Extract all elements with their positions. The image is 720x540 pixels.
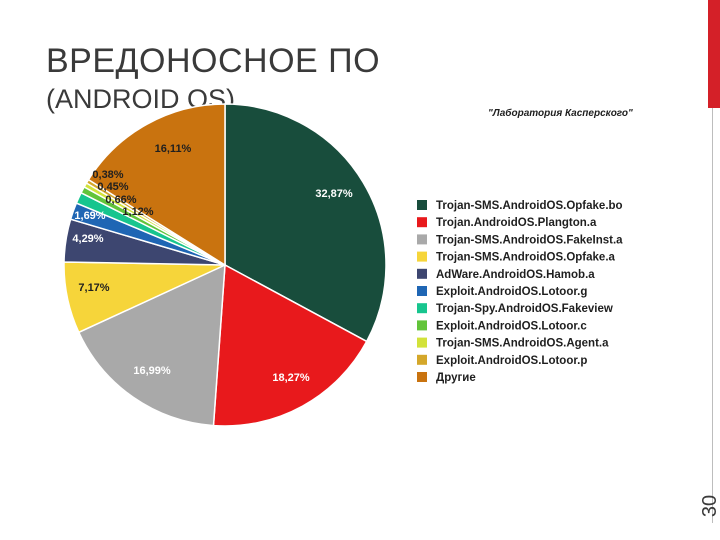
legend-swatch [417,320,427,331]
slice-data-label: 1,69% [74,210,105,222]
slice-data-label: 7,17% [78,282,109,294]
slice-data-label: 16,11% [155,143,192,155]
pie-slice [212,263,368,427]
slice-data-label: 18,27% [272,372,310,384]
legend-swatch [417,337,427,348]
legend-entry: Trojan.AndroidOS.Plangton.a [436,217,597,229]
legend-entry: Exploit.AndroidOS.Lotoor.c [436,320,587,332]
legend-swatch [417,217,427,228]
slice-data-label: 1,12% [122,206,153,218]
pie-slice [87,103,226,267]
side-divider [712,108,713,523]
legend: Trojan-SMS.AndroidOS.Opfake.bo Trojan.And… [417,200,623,384]
legend-entry: Trojan-Spy.AndroidOS.Fakeview [436,303,613,315]
slice-data-label: 0,38% [92,169,123,181]
slice-data-label: 16,99% [133,365,171,377]
chart-source-note: "Лаборатория Касперского" [488,107,633,119]
legend-swatch [417,251,427,262]
legend-entry: Trojan-SMS.AndroidOS.Opfake.bo [436,200,623,212]
slice-data-label: 0,45% [97,181,128,193]
slice-data-label: 32,87% [315,188,353,200]
legend-entry: Exploit.AndroidOS.Lotoor.g [436,286,587,298]
accent-bar [708,0,720,108]
legend-swatch [417,234,427,245]
legend-swatch [417,286,427,296]
pie-slices [63,103,387,427]
legend-swatch [417,303,427,314]
legend-entry: Trojan-SMS.AndroidOS.Opfake.a [436,252,616,264]
legend-swatch [417,200,427,210]
slice-data-label: 0,66% [105,194,136,206]
pie-labels: 32,87%18,27%16,99%7,17%4,29%1,69% 1,12%0,… [72,143,352,384]
legend-swatch [417,268,427,279]
legend-entry: Exploit.AndroidOS.Lotoor.p [436,355,587,367]
pie-slice [77,263,226,427]
legend-entry: Trojan-SMS.AndroidOS.FakeInst.a [436,234,623,246]
slide-title: ВРЕДОНОСНОЕ ПО [46,42,381,80]
legend-entry: Другие [436,372,476,384]
slice-data-label: 4,29% [72,233,103,245]
legend-entry: AdWare.AndroidOS.Hamob.a [436,269,595,281]
legend-swatch [417,372,427,382]
legend-entry: Trojan-SMS.AndroidOS.Agent.a [436,338,609,350]
legend-swatch [417,354,427,365]
pie-slice [224,103,387,343]
